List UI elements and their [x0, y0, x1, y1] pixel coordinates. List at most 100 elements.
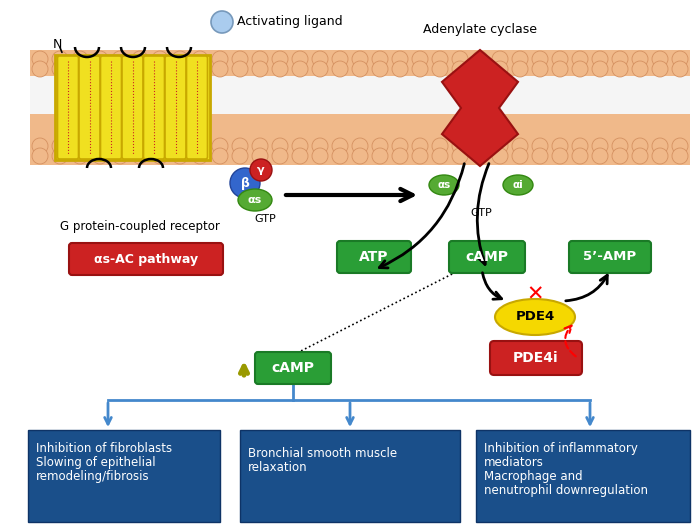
- Circle shape: [492, 148, 508, 164]
- Text: PDE4i: PDE4i: [513, 351, 559, 365]
- FancyBboxPatch shape: [569, 241, 651, 273]
- Circle shape: [372, 51, 388, 67]
- Circle shape: [52, 138, 68, 154]
- Circle shape: [252, 148, 268, 164]
- FancyBboxPatch shape: [30, 50, 690, 165]
- FancyBboxPatch shape: [57, 56, 78, 159]
- Circle shape: [592, 61, 608, 77]
- Text: αs: αs: [438, 180, 451, 190]
- Circle shape: [352, 138, 368, 154]
- Text: ✕: ✕: [526, 285, 544, 305]
- Circle shape: [72, 61, 88, 77]
- Text: GTP: GTP: [254, 214, 276, 224]
- Circle shape: [52, 51, 68, 67]
- Circle shape: [292, 148, 308, 164]
- Text: Macrophage and: Macrophage and: [484, 470, 582, 483]
- FancyBboxPatch shape: [186, 56, 207, 159]
- Circle shape: [192, 61, 208, 77]
- Circle shape: [212, 148, 228, 164]
- Circle shape: [312, 61, 328, 77]
- Circle shape: [292, 51, 308, 67]
- Circle shape: [632, 138, 648, 154]
- Circle shape: [372, 148, 388, 164]
- Text: Slowing of epithelial: Slowing of epithelial: [36, 456, 155, 469]
- Circle shape: [552, 138, 568, 154]
- Circle shape: [492, 138, 508, 154]
- Ellipse shape: [238, 189, 272, 211]
- Circle shape: [32, 51, 48, 67]
- Circle shape: [472, 61, 488, 77]
- Text: cAMP: cAMP: [466, 250, 508, 264]
- FancyBboxPatch shape: [28, 430, 220, 522]
- Circle shape: [52, 148, 68, 164]
- Circle shape: [112, 61, 128, 77]
- Circle shape: [272, 61, 288, 77]
- Circle shape: [112, 148, 128, 164]
- Circle shape: [632, 61, 648, 77]
- Circle shape: [352, 61, 368, 77]
- Circle shape: [52, 61, 68, 77]
- Circle shape: [432, 61, 448, 77]
- Circle shape: [250, 159, 272, 181]
- Circle shape: [332, 51, 348, 67]
- Polygon shape: [442, 50, 518, 166]
- Circle shape: [272, 148, 288, 164]
- Circle shape: [172, 148, 188, 164]
- Text: remodeling/fibrosis: remodeling/fibrosis: [36, 470, 150, 483]
- FancyBboxPatch shape: [79, 56, 100, 159]
- Circle shape: [132, 51, 148, 67]
- Circle shape: [652, 61, 668, 77]
- Circle shape: [512, 138, 528, 154]
- Circle shape: [592, 148, 608, 164]
- Ellipse shape: [503, 175, 533, 195]
- FancyBboxPatch shape: [476, 430, 690, 522]
- Circle shape: [332, 148, 348, 164]
- Circle shape: [312, 148, 328, 164]
- Circle shape: [72, 148, 88, 164]
- Circle shape: [532, 138, 548, 154]
- Circle shape: [392, 61, 408, 77]
- Circle shape: [432, 138, 448, 154]
- Circle shape: [292, 61, 308, 77]
- Text: Activating ligand: Activating ligand: [237, 15, 342, 29]
- Circle shape: [232, 138, 248, 154]
- Circle shape: [612, 148, 628, 164]
- Circle shape: [132, 138, 148, 154]
- Circle shape: [512, 61, 528, 77]
- Circle shape: [572, 138, 588, 154]
- Circle shape: [672, 51, 688, 67]
- Circle shape: [612, 61, 628, 77]
- Circle shape: [532, 148, 548, 164]
- Text: G protein-coupled receptor: G protein-coupled receptor: [60, 220, 220, 233]
- Text: αi: αi: [512, 180, 524, 190]
- Circle shape: [192, 148, 208, 164]
- Circle shape: [652, 51, 668, 67]
- Circle shape: [72, 51, 88, 67]
- Circle shape: [532, 51, 548, 67]
- Circle shape: [92, 61, 108, 77]
- Circle shape: [512, 51, 528, 67]
- Circle shape: [412, 51, 428, 67]
- Circle shape: [92, 138, 108, 154]
- Circle shape: [352, 148, 368, 164]
- Ellipse shape: [429, 175, 459, 195]
- Circle shape: [232, 148, 248, 164]
- Circle shape: [172, 61, 188, 77]
- Circle shape: [452, 51, 468, 67]
- Circle shape: [92, 51, 108, 67]
- Circle shape: [412, 138, 428, 154]
- Circle shape: [452, 138, 468, 154]
- Circle shape: [272, 51, 288, 67]
- Circle shape: [372, 138, 388, 154]
- Circle shape: [252, 61, 268, 77]
- Text: mediators: mediators: [484, 456, 544, 469]
- Circle shape: [332, 61, 348, 77]
- Circle shape: [632, 148, 648, 164]
- FancyBboxPatch shape: [122, 56, 143, 159]
- Text: Inhibition of fibroblasts: Inhibition of fibroblasts: [36, 442, 172, 455]
- Circle shape: [652, 148, 668, 164]
- Circle shape: [672, 61, 688, 77]
- Circle shape: [572, 51, 588, 67]
- Text: relaxation: relaxation: [248, 461, 307, 474]
- Circle shape: [232, 51, 248, 67]
